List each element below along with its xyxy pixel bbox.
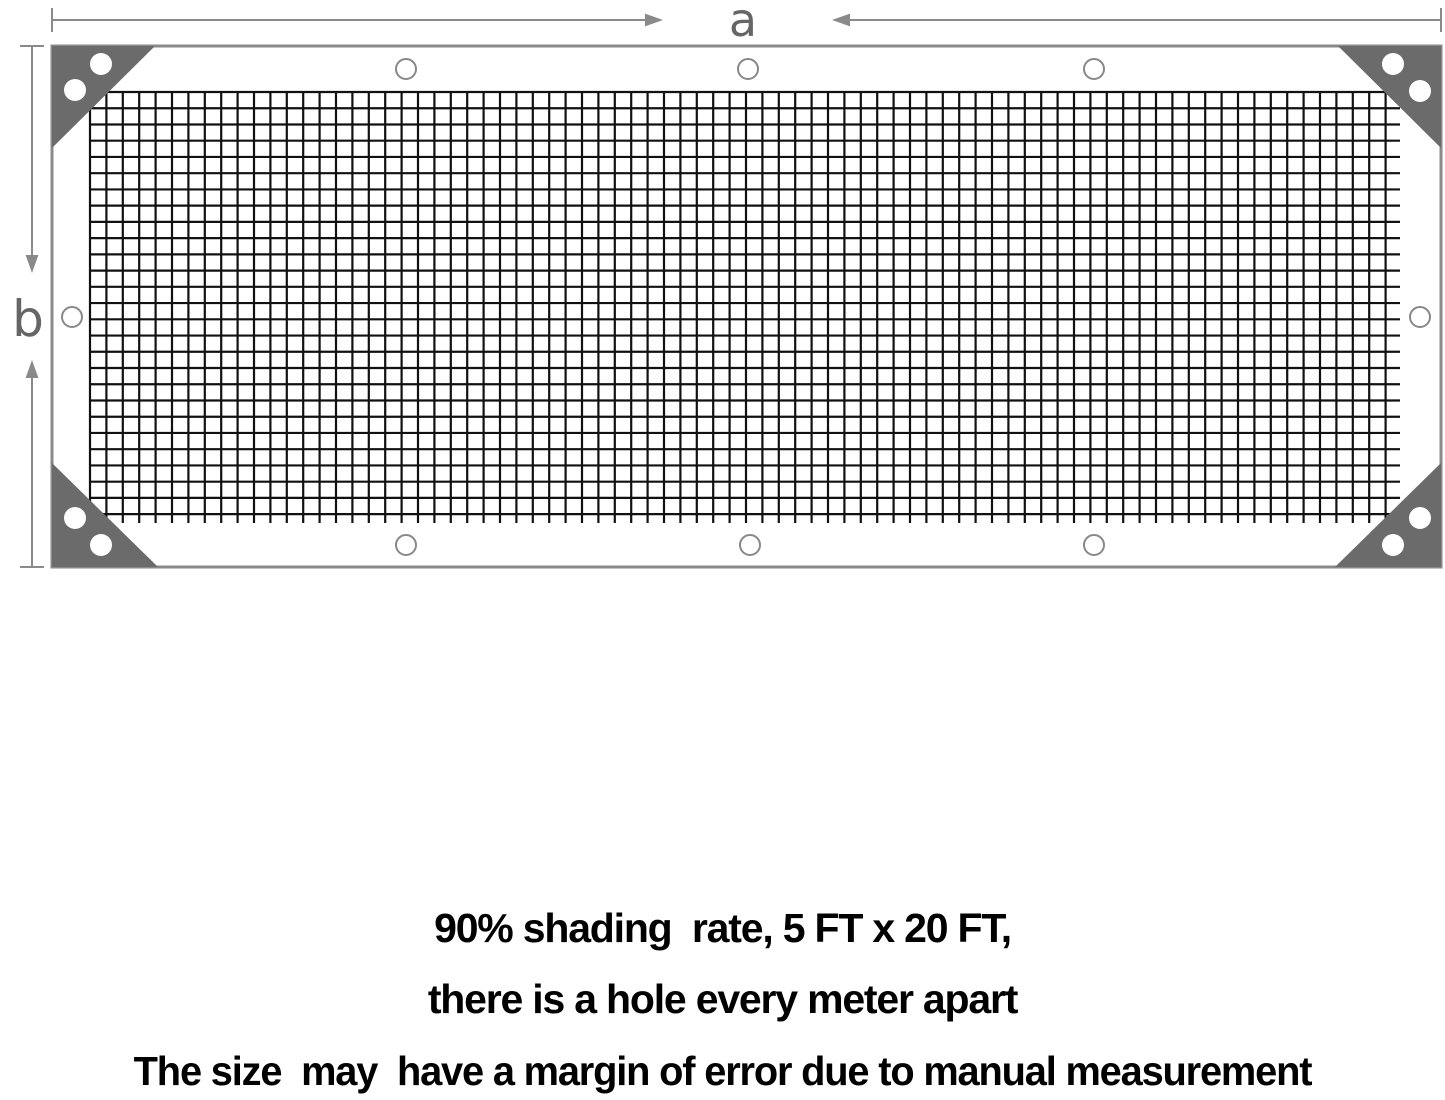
width-label: a bbox=[729, 0, 757, 47]
corner-top-left bbox=[52, 46, 155, 148]
caption-line-holes: there is a hole every meter apart bbox=[427, 976, 1019, 1022]
grommets bbox=[61, 58, 1431, 556]
caption-line-disclaimer: The size may have a margin of error due … bbox=[133, 1048, 1313, 1094]
mesh-grid bbox=[88, 90, 1400, 523]
corner-bottom-left bbox=[52, 463, 158, 567]
shade-net-diagram: a b bbox=[12, 0, 1443, 569]
corner-bottom-right bbox=[1335, 463, 1441, 567]
corner-top-right bbox=[1338, 46, 1441, 148]
height-dimension bbox=[20, 45, 44, 568]
corner-holes bbox=[64, 53, 1431, 556]
width-dimension bbox=[51, 8, 1442, 32]
height-label: b bbox=[12, 290, 44, 348]
corner-reinforcements bbox=[52, 46, 1441, 567]
caption-line-shading-size: 90% shading rate, 5 FT x 20 FT, bbox=[434, 905, 1012, 951]
